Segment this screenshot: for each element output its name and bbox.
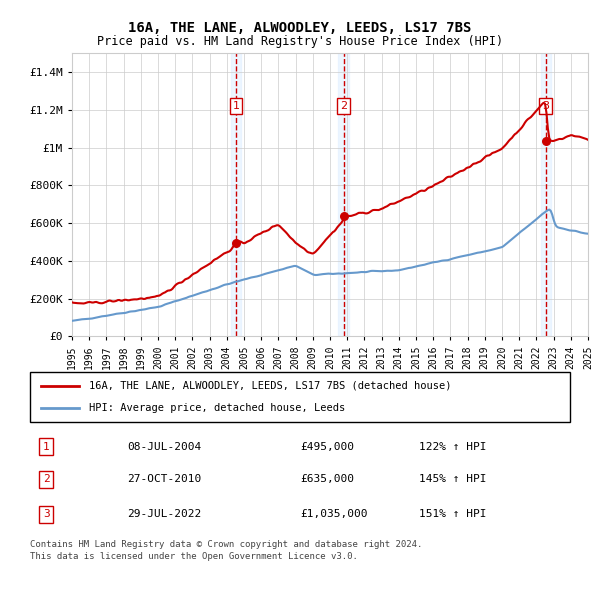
Text: £635,000: £635,000 (300, 474, 354, 484)
Text: This data is licensed under the Open Government Licence v3.0.: This data is licensed under the Open Gov… (30, 552, 358, 560)
FancyBboxPatch shape (30, 372, 570, 422)
Text: 3: 3 (542, 101, 549, 111)
Bar (338, 53, 349, 336)
Text: 1: 1 (233, 101, 239, 111)
Text: 151% ↑ HPI: 151% ↑ HPI (419, 509, 487, 519)
Text: 2: 2 (340, 101, 347, 111)
Bar (231, 53, 241, 336)
Text: 29-JUL-2022: 29-JUL-2022 (127, 509, 202, 519)
Point (339, 212, 349, 221)
Point (541, 136, 551, 146)
Text: HPI: Average price, detached house, Leeds: HPI: Average price, detached house, Leed… (89, 403, 346, 413)
Text: 16A, THE LANE, ALWOODLEY, LEEDS, LS17 7BS (detached house): 16A, THE LANE, ALWOODLEY, LEEDS, LS17 7B… (89, 381, 452, 391)
Text: 3: 3 (43, 509, 50, 519)
Text: 16A, THE LANE, ALWOODLEY, LEEDS, LS17 7BS: 16A, THE LANE, ALWOODLEY, LEEDS, LS17 7B… (128, 21, 472, 35)
Text: Contains HM Land Registry data © Crown copyright and database right 2024.: Contains HM Land Registry data © Crown c… (30, 540, 422, 549)
Text: 2: 2 (43, 474, 50, 484)
Text: 145% ↑ HPI: 145% ↑ HPI (419, 474, 487, 484)
Text: Price paid vs. HM Land Registry's House Price Index (HPI): Price paid vs. HM Land Registry's House … (97, 35, 503, 48)
Text: £495,000: £495,000 (300, 442, 354, 451)
Text: 1: 1 (43, 442, 50, 451)
Bar (541, 53, 551, 336)
Text: 27-OCT-2010: 27-OCT-2010 (127, 474, 202, 484)
Text: 08-JUL-2004: 08-JUL-2004 (127, 442, 202, 451)
Text: 122% ↑ HPI: 122% ↑ HPI (419, 442, 487, 451)
Text: £1,035,000: £1,035,000 (300, 509, 367, 519)
Point (232, 238, 241, 248)
